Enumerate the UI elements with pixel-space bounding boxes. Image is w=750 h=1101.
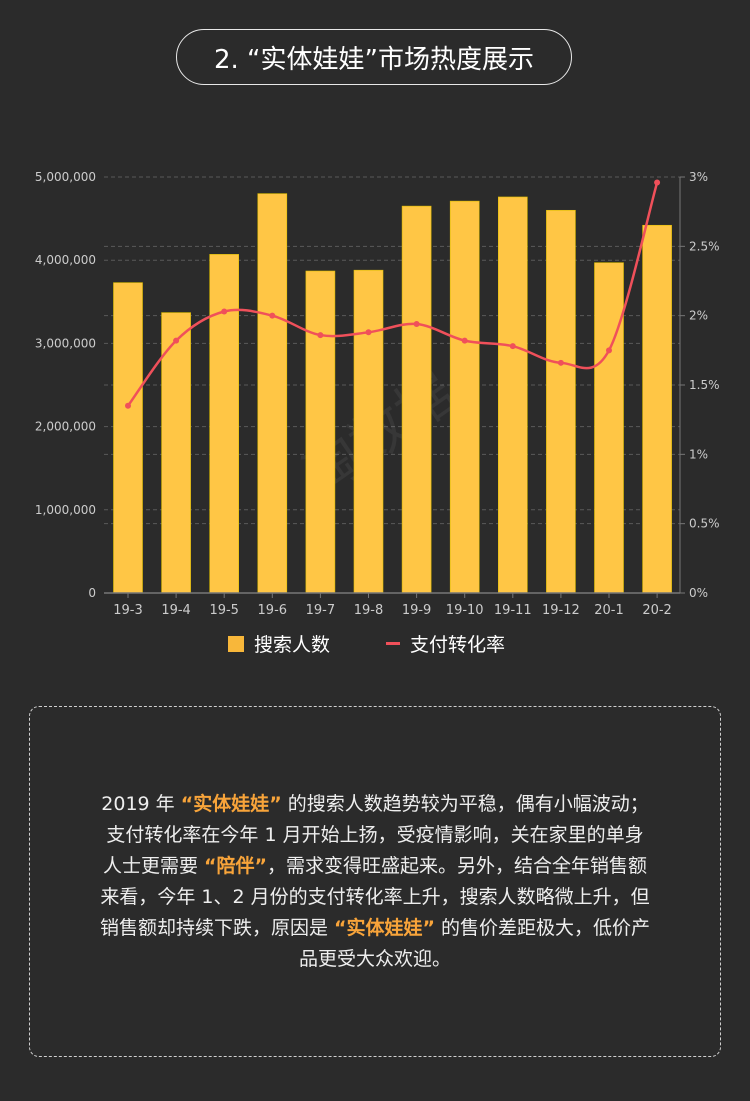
x-axis-tick: 19-4 — [161, 603, 191, 618]
highlight-text: “实体娃娃” — [334, 916, 435, 939]
paragraph-text: ，需求变得旺盛起来。另外，结合全年销售额 来看，今年 1、2 月份的支付转化率上… — [99, 854, 650, 939]
right-axis-tick: 0% — [689, 586, 708, 600]
legend-label: 支付转化率 — [410, 634, 506, 656]
bar-20-2 — [642, 224, 672, 594]
section-title: 2. “实体娃娃”市场热度展示 — [176, 29, 572, 85]
left-axis-tick: 0 — [88, 586, 96, 600]
summary-paragraph: 2019 年 “实体娃娃” 的搜索人数趋势较为平稳，偶有小幅波动； 支付转化率在… — [50, 789, 700, 975]
conversion-point-19-5 — [221, 308, 228, 315]
line-swatch-icon — [386, 642, 400, 645]
bar-19-12 — [546, 209, 576, 594]
x-axis-tick: 19-12 — [542, 603, 580, 618]
x-axis-tick: 19-7 — [306, 603, 336, 618]
chart-legend: 搜索人数 支付转化率 — [0, 630, 750, 660]
bar-19-3 — [113, 282, 143, 594]
right-axis-tick: 1.5% — [689, 378, 720, 392]
paragraph-text: 的搜索人数趋势较为平稳，偶有小幅波动； 支付转化率在今年 1 月开始上扬，受疫情… — [102, 792, 649, 877]
x-axis-tick: 20-1 — [594, 603, 624, 618]
legend-item-conversion[interactable]: 支付转化率 — [386, 630, 505, 657]
conversion-point-19-8 — [365, 329, 372, 336]
x-axis-tick: 19-3 — [113, 603, 143, 618]
conversion-point-19-11 — [509, 343, 516, 350]
conversion-point-20-1 — [606, 347, 612, 354]
x-axis-tick: 19-8 — [354, 603, 384, 618]
paragraph-text: 的售价差距极大，低价产 品更受大众欢迎。 — [298, 916, 651, 970]
left-axis-tick: 1,000,000 — [35, 503, 96, 517]
highlight-text: “实体娃娃” — [180, 792, 282, 815]
legend-label: 搜索人数 — [254, 634, 331, 656]
bar-19-6 — [257, 193, 288, 594]
right-axis-tick: 3% — [689, 170, 708, 184]
bar-20-1 — [594, 262, 624, 594]
section-title-text: 2. “实体娃娃”市场热度展示 — [213, 44, 534, 75]
x-axis-tick: 19-11 — [494, 603, 532, 618]
left-axis-tick: 2,000,000 — [35, 420, 96, 434]
bar-19-9 — [401, 205, 432, 594]
search-conversion-chart: 0 1,000,000 2,000,000 3,000,000 4,000,000 5,0… — [35, 170, 720, 618]
conversion-point-19-6 — [269, 312, 276, 319]
right-axis-tick: 1% — [689, 447, 708, 461]
left-axis-tick: 3,000,000 — [35, 336, 96, 350]
left-axis-tick: 4,000,000 — [35, 253, 96, 267]
x-axis-tick: 20-2 — [642, 603, 672, 618]
x-axis-tick: 19-6 — [258, 603, 288, 618]
conversion-point-19-10 — [461, 337, 468, 344]
paragraph-text: 2019 年 — [101, 792, 181, 815]
bar-19-4 — [161, 312, 191, 594]
right-axis-tick: 0.5% — [689, 517, 720, 531]
conversion-rate-line — [126, 182, 659, 407]
bar-swatch-icon — [228, 635, 244, 652]
conversion-point-19-7 — [317, 332, 324, 339]
x-axis-tick: 19-10 — [446, 603, 484, 618]
legend-item-search[interactable]: 搜索人数 — [228, 630, 330, 657]
conversion-point-20-2 — [654, 179, 661, 186]
highlight-text: “陪伴” — [204, 854, 267, 877]
conversion-point-19-9 — [413, 320, 420, 327]
bar-19-8 — [353, 269, 384, 594]
bar-19-5 — [209, 254, 239, 594]
bar-19-7 — [305, 270, 336, 594]
bar-19-10 — [449, 200, 480, 594]
summary-box: 2019 年 “实体娃娃” 的搜索人数趋势较为平稳，偶有小幅波动； 支付转化率在… — [29, 706, 721, 1057]
right-axis-tick: 2% — [689, 309, 708, 323]
conversion-point-19-4 — [173, 337, 180, 344]
bar-19-11 — [497, 196, 528, 594]
x-axis-tick: 19-5 — [209, 603, 239, 618]
right-axis-tick: 2.5% — [689, 239, 720, 253]
conversion-point-19-12 — [557, 359, 564, 366]
left-axis-tick: 5,000,000 — [35, 170, 96, 184]
x-axis-tick: 19-9 — [402, 603, 432, 618]
conversion-point-19-3 — [125, 402, 131, 409]
